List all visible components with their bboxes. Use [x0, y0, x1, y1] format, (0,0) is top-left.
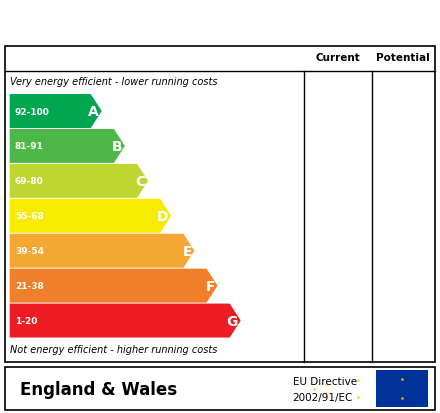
Polygon shape [10, 95, 102, 129]
Text: 55-68: 55-68 [15, 212, 44, 221]
Bar [376, 370, 428, 407]
Text: F: F [205, 279, 215, 293]
Bar [5, 367, 435, 410]
Text: EU Directive: EU Directive [293, 376, 357, 386]
Polygon shape [10, 130, 125, 164]
Text: A: A [88, 105, 99, 119]
Text: 92-100: 92-100 [15, 107, 50, 116]
Polygon shape [10, 269, 217, 303]
Text: 69-80: 69-80 [15, 177, 44, 186]
Polygon shape [10, 234, 194, 268]
Polygon shape [10, 304, 241, 338]
Text: G: G [227, 314, 238, 328]
Text: 81-91: 81-91 [15, 142, 44, 151]
Text: Energy Efficiency Rating: Energy Efficiency Rating [11, 13, 299, 33]
Text: B: B [112, 140, 122, 154]
Text: Not energy efficient - higher running costs: Not energy efficient - higher running co… [10, 344, 217, 354]
Text: Potential: Potential [376, 53, 430, 63]
Text: 1-20: 1-20 [15, 316, 37, 325]
Text: 39-54: 39-54 [15, 247, 44, 256]
Text: England & Wales: England & Wales [20, 380, 177, 398]
Text: Very energy efficient - lower running costs: Very energy efficient - lower running co… [10, 77, 217, 87]
Text: 21-38: 21-38 [15, 282, 44, 290]
Text: Current: Current [315, 53, 360, 63]
Polygon shape [10, 199, 171, 233]
Text: C: C [135, 174, 146, 188]
Text: E: E [182, 244, 192, 258]
Text: 2002/91/EC: 2002/91/EC [293, 392, 353, 402]
Text: D: D [157, 209, 169, 223]
Polygon shape [10, 164, 148, 198]
